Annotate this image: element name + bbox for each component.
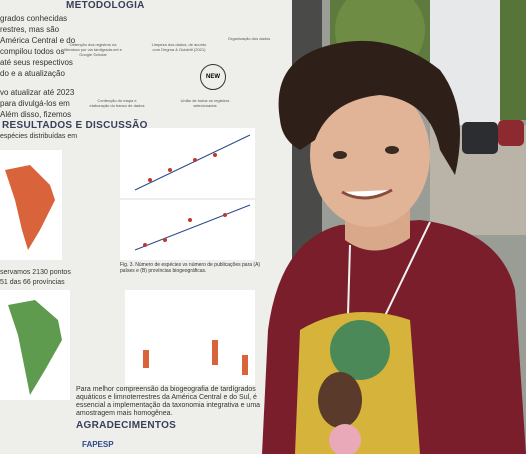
figures (0, 128, 255, 400)
method-step: Organização dos dados (227, 36, 271, 41)
section-title: METODOLOGIA (66, 0, 145, 11)
map-shape (5, 165, 55, 250)
results-line: servamos 2130 pontos (0, 269, 71, 276)
car (462, 122, 498, 154)
intro-line: restres, mas são (0, 25, 60, 34)
sponsor-logo: FAPESP (82, 440, 114, 449)
intro-line: para divulgá-los em (0, 99, 70, 108)
box (143, 350, 149, 368)
scatter-plot (120, 200, 255, 260)
intro-line: grados conhecidas (0, 14, 68, 23)
section-title: AGRADECIMENTOS (76, 420, 177, 431)
box (212, 340, 218, 365)
new-badge: NEW (200, 64, 226, 90)
intro-line: do e a atualização (0, 69, 65, 78)
trend-line (134, 204, 251, 251)
eye (333, 151, 347, 159)
box (242, 355, 248, 375)
intro-line: vo atualizar até 2023 (0, 88, 75, 97)
tree (500, 0, 526, 120)
trend-line (134, 134, 251, 191)
face (310, 83, 430, 227)
method-step: Obtenção dos registros na literatura por… (64, 42, 122, 57)
intro-line: até seus respectivos (0, 58, 73, 67)
map-shape (8, 300, 62, 395)
results-line: 51 das 66 províncias (0, 279, 65, 286)
box-plot (125, 290, 255, 385)
poster: grados conhecidas restres, mas são América… (0, 0, 292, 454)
hair (278, 40, 460, 176)
conclusion: Para melhor compreensão da biogeografia … (76, 386, 261, 417)
intro-line: compilou todos os (0, 47, 65, 56)
badge (329, 424, 361, 454)
results-line: espécies distribuídas em (0, 133, 78, 140)
eye (385, 146, 399, 154)
car (498, 120, 524, 146)
intro-line: Além disso, fizemos (0, 110, 72, 119)
points (143, 153, 227, 247)
method-step: União de todos os registros selecionados (180, 98, 230, 108)
intro-line: América Central e do (0, 36, 76, 45)
section-title: RESULTADOS E DISCUSSÃO (2, 120, 148, 131)
shirt-print (318, 372, 362, 428)
smile (341, 188, 393, 200)
shirt-print (330, 320, 390, 380)
method-step: Limpeza dos dados, de acordo com Degma &… (151, 42, 207, 52)
figure-caption: Fig. 3. Número de espécies vs número de … (120, 262, 261, 274)
method-step: Confecção do mapa e elaboração do banco … (89, 98, 145, 108)
